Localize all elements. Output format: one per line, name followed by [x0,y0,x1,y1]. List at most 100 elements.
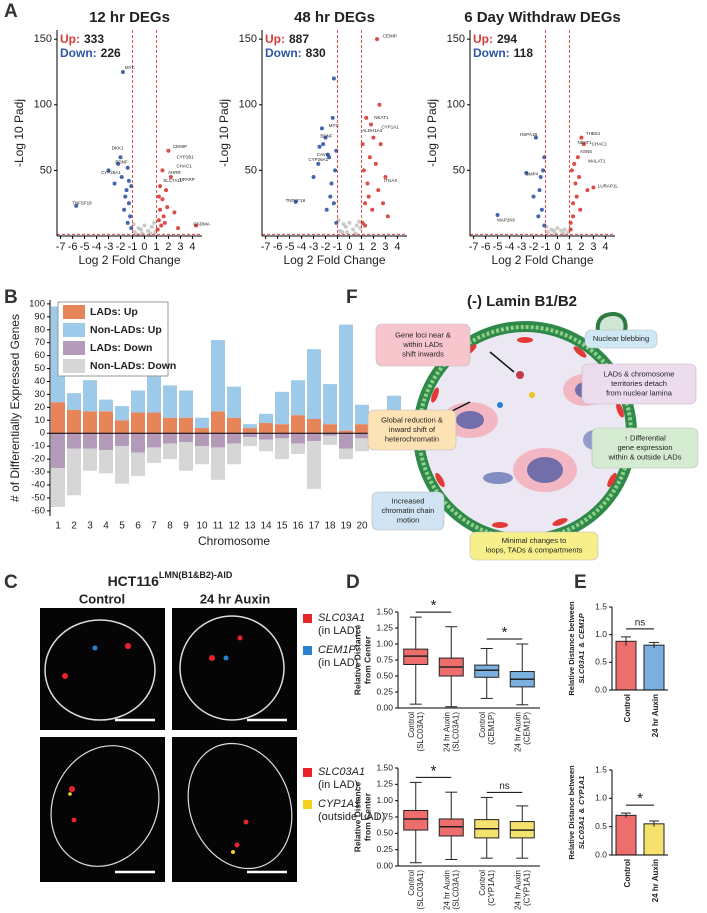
spot [125,643,131,649]
chart-title: 12 hr DEGs [89,9,170,26]
data-point [354,223,359,228]
lad [616,402,624,418]
x-tick-label: -2 [321,241,331,253]
data-point [369,122,374,127]
data-point [126,178,131,183]
bar-segment [259,413,273,423]
image [40,737,165,882]
data-point [378,142,383,147]
bar-segment [307,349,321,419]
callout-text: within & outside LADs [608,452,682,461]
bar-segment [259,433,273,440]
x-tick-label: 24 hr Auxin [442,712,451,752]
bar-segment [227,433,241,444]
data-point [562,227,567,232]
y-tick-label: 20 [34,402,45,413]
data-point [363,201,368,206]
gene-label: HSPA1B [520,132,537,137]
bar-segment [179,433,193,443]
callout-text: inward shift of [389,425,436,434]
gene: CEM1P [577,612,586,639]
up-count: Up: 333 [60,32,104,46]
count-label: Down: [473,46,510,60]
down-count: Down: 830 [265,46,326,60]
data-point [533,135,538,140]
bar-segment [355,438,369,452]
x-tick-label: 2 [370,241,376,253]
legend-note: (outside LAD) [318,811,385,823]
diagram-title: (-) Lamin B1/B2 [467,293,577,310]
chart-title: 48 hr DEGs [294,9,375,26]
legend-swatch [303,614,312,623]
data-point [293,199,298,204]
y-axis-label: Relative Distance between [567,765,576,860]
data-point [581,142,586,147]
x-tick-label: 6 [135,521,141,532]
x-tick-label: Control [407,712,416,738]
bar-segment [291,415,305,434]
sig-label: ns [499,781,510,792]
callout-text: Global reduction & [381,415,443,424]
bar-segment [115,446,129,484]
y-tick-label: 100 [29,298,45,309]
data-point [381,201,386,206]
bar-segment [243,424,257,429]
lad [435,472,445,488]
x-tick-label: 18 [324,521,336,532]
column-label: Control [79,591,125,606]
data-point [367,155,372,160]
lad [517,337,533,343]
callout-text: Minimal changes to [502,536,567,545]
gene-label: LURAP1L [598,183,619,188]
y-tick-label: 0.75 [376,654,393,664]
x-tick-label: (CYP1A1) [487,870,496,906]
gene-label: GSDMA [193,221,210,226]
spot [71,817,77,823]
x-tick-label: -5 [493,241,503,253]
spot [209,655,215,661]
data-point [353,231,358,236]
bar-segment [243,433,257,438]
bar-segment [291,380,305,416]
lad [492,522,508,528]
nucleus-outline [44,619,156,721]
y-tick-label: 50 [453,164,465,176]
bar-segment [83,448,97,471]
data-point [385,214,390,219]
y-tick-label: -20 [31,454,45,465]
data-point [579,135,584,140]
bar-segment [259,439,273,452]
y-tick-label: 1.00 [376,795,393,805]
spot [234,842,240,848]
data-point [341,222,346,227]
x-tick-label: 16 [292,521,304,532]
y-tick-label: 1.25 [376,779,393,789]
data-point [572,161,577,166]
legend-note: (in LAD) [318,625,358,637]
gene-label: ALDH1A3 [362,128,383,133]
gene-label: CAV1 [317,152,329,157]
data-point [376,188,381,193]
locus [516,371,524,379]
gene: SLC03A1 [577,816,586,849]
data-point [340,230,345,235]
callout-box [371,491,445,531]
bar-segment [67,433,81,449]
x-tick-label: (CEM1P) [522,712,531,745]
sig-label: * [502,624,508,641]
y-axis-label: -Log 10 Padj [425,99,439,167]
data-point [363,223,368,228]
spot [68,792,72,796]
x-tick-label: 7 [151,521,157,532]
bar-segment [339,430,353,434]
x-tick-label: 1 [55,521,61,532]
count-label: Up: [60,32,80,46]
bar-segment [67,393,81,410]
data-point [323,135,328,140]
box [403,809,429,831]
data-point [164,188,169,193]
gene-label: MYC [125,65,136,70]
count-value: 333 [84,32,104,46]
data-point [351,227,356,232]
x-tick-label: 0 [141,241,147,253]
